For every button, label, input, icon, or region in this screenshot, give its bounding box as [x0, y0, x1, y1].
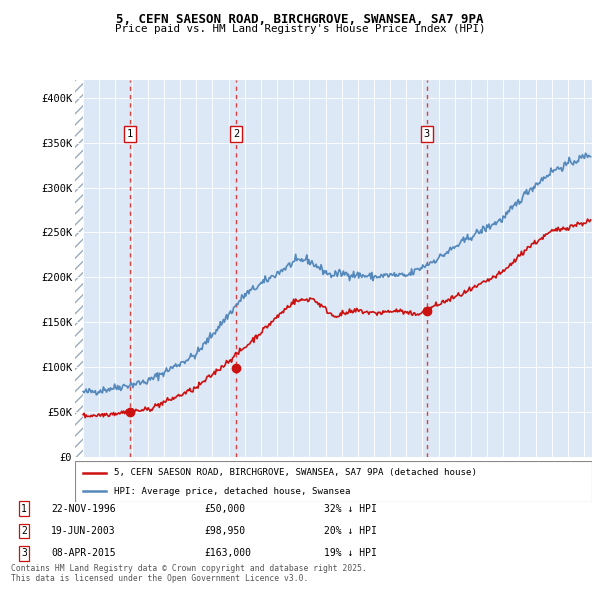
Text: 3: 3	[21, 549, 27, 558]
Text: 19% ↓ HPI: 19% ↓ HPI	[324, 549, 377, 558]
Text: Price paid vs. HM Land Registry's House Price Index (HPI): Price paid vs. HM Land Registry's House …	[115, 24, 485, 34]
Text: 19-JUN-2003: 19-JUN-2003	[51, 526, 116, 536]
FancyBboxPatch shape	[75, 461, 592, 501]
Text: £163,000: £163,000	[204, 549, 251, 558]
Text: Contains HM Land Registry data © Crown copyright and database right 2025.
This d: Contains HM Land Registry data © Crown c…	[11, 563, 367, 583]
Text: £98,950: £98,950	[204, 526, 245, 536]
Text: 1: 1	[127, 129, 133, 139]
Text: 5, CEFN SAESON ROAD, BIRCHGROVE, SWANSEA, SA7 9PA: 5, CEFN SAESON ROAD, BIRCHGROVE, SWANSEA…	[116, 13, 484, 26]
Text: 3: 3	[424, 129, 430, 139]
Text: 2: 2	[21, 526, 27, 536]
Text: £50,000: £50,000	[204, 504, 245, 513]
Bar	[75, 80, 83, 457]
Text: 22-NOV-1996: 22-NOV-1996	[51, 504, 116, 513]
Text: 08-APR-2015: 08-APR-2015	[51, 549, 116, 558]
Text: 32% ↓ HPI: 32% ↓ HPI	[324, 504, 377, 513]
Text: 20% ↓ HPI: 20% ↓ HPI	[324, 526, 377, 536]
Text: HPI: Average price, detached house, Swansea: HPI: Average price, detached house, Swan…	[114, 487, 350, 496]
Text: 5, CEFN SAESON ROAD, BIRCHGROVE, SWANSEA, SA7 9PA (detached house): 5, CEFN SAESON ROAD, BIRCHGROVE, SWANSEA…	[114, 468, 477, 477]
Text: 2: 2	[233, 129, 239, 139]
Text: 1: 1	[21, 504, 27, 513]
